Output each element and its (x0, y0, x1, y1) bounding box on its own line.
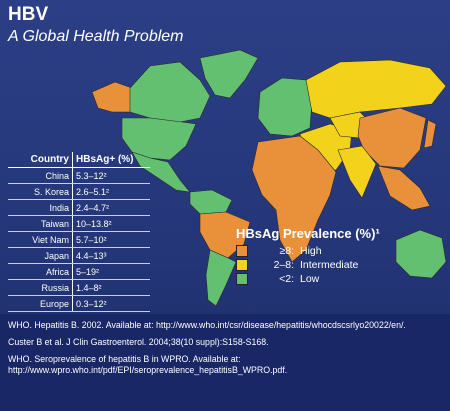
table-row: India 2.4–4.7² (8, 199, 150, 216)
africa (251, 135, 337, 263)
table-row: S. Korea 2.6–5.1² (8, 183, 150, 200)
column-header: HBsAg+ (%) (72, 152, 150, 168)
legend: HBsAg Prevalence (%)¹ ≥8: High 2–8: Interme… (236, 226, 446, 286)
legend-item: 2–8: Intermediate (236, 258, 446, 272)
table-cell: 4.4–13³ (72, 247, 150, 264)
india (337, 145, 377, 199)
table-cell: Viet Nam (8, 231, 73, 248)
references: WHO. Hepatitis B. 2002. Available at: ht… (0, 314, 450, 411)
reference: WHO. Hepatitis B. 2002. Available at: ht… (8, 320, 406, 330)
alaska (91, 81, 133, 113)
table-cell: 5.3–12² (72, 167, 150, 184)
legend-label: Intermediate (300, 259, 359, 271)
table-row: Russia 1.4–8² (8, 279, 150, 296)
legend-range: ≥8: (279, 245, 294, 257)
subtitle: A Global Health Problem (8, 28, 184, 45)
table-cell: 1.4–8² (72, 279, 150, 296)
table-cell: S. Korea (8, 183, 73, 200)
table-cell: India (8, 199, 73, 216)
south-america-north (189, 189, 233, 215)
table-cell: 10–13.8² (72, 215, 150, 232)
legend-item: ≥8: High (236, 244, 446, 258)
legend-label: High (300, 245, 322, 257)
china (357, 107, 427, 169)
table-cell: Europe (8, 295, 73, 312)
table-cell: 2.6–5.1² (72, 183, 150, 200)
legend-item: <2: Low (236, 272, 446, 286)
south-america-south (205, 249, 237, 307)
table-row: Taiwan 10–13.8² (8, 215, 150, 232)
table-cell: 2.4–4.7² (72, 199, 150, 216)
table-row: Viet Nam 5.7–10² (8, 231, 150, 248)
table-cell: China (8, 167, 73, 184)
table-cell: Taiwan (8, 215, 73, 232)
canada (129, 61, 211, 123)
reference: Custer B et al. J Clin Gastroenterol. 20… (8, 337, 269, 347)
russia (305, 59, 447, 119)
legend-swatch (236, 245, 248, 257)
legend-range: <2: (279, 273, 294, 285)
table-row: Africa 5–19² (8, 263, 150, 280)
legend-title: HBsAg Prevalence (%)¹ (236, 226, 380, 241)
prevalence-table: Country HBsAg+ (%) China 5.3–12² S. Korea 2… (8, 152, 150, 312)
table-row: China 5.3–12² (8, 167, 150, 184)
legend-swatch (236, 273, 248, 285)
table-row: Japan 4.4–13³ (8, 247, 150, 264)
world-map (91, 49, 447, 307)
table-cell: 0.3–12² (72, 295, 150, 312)
japan (423, 119, 437, 149)
legend-range: 2–8: (273, 259, 294, 271)
australia (395, 229, 447, 279)
title: HBV (8, 4, 49, 25)
table-cell: 5.7–10² (72, 231, 150, 248)
legend-swatch (236, 259, 248, 271)
table-row: Europe 0.3–12² (8, 295, 150, 312)
table-cell: Africa (8, 263, 73, 280)
table-cell: Japan (8, 247, 73, 264)
reference: WHO. Seroprevalence of hepatitis B in WP… (8, 354, 288, 375)
table-cell: Russia (8, 279, 73, 296)
greenland (199, 49, 259, 99)
southeast-asia (377, 165, 431, 211)
europe (257, 77, 313, 137)
usa (121, 117, 197, 161)
column-header: Country (8, 152, 73, 168)
legend-label: Low (300, 273, 320, 285)
table-cell: 5–19² (72, 263, 150, 280)
